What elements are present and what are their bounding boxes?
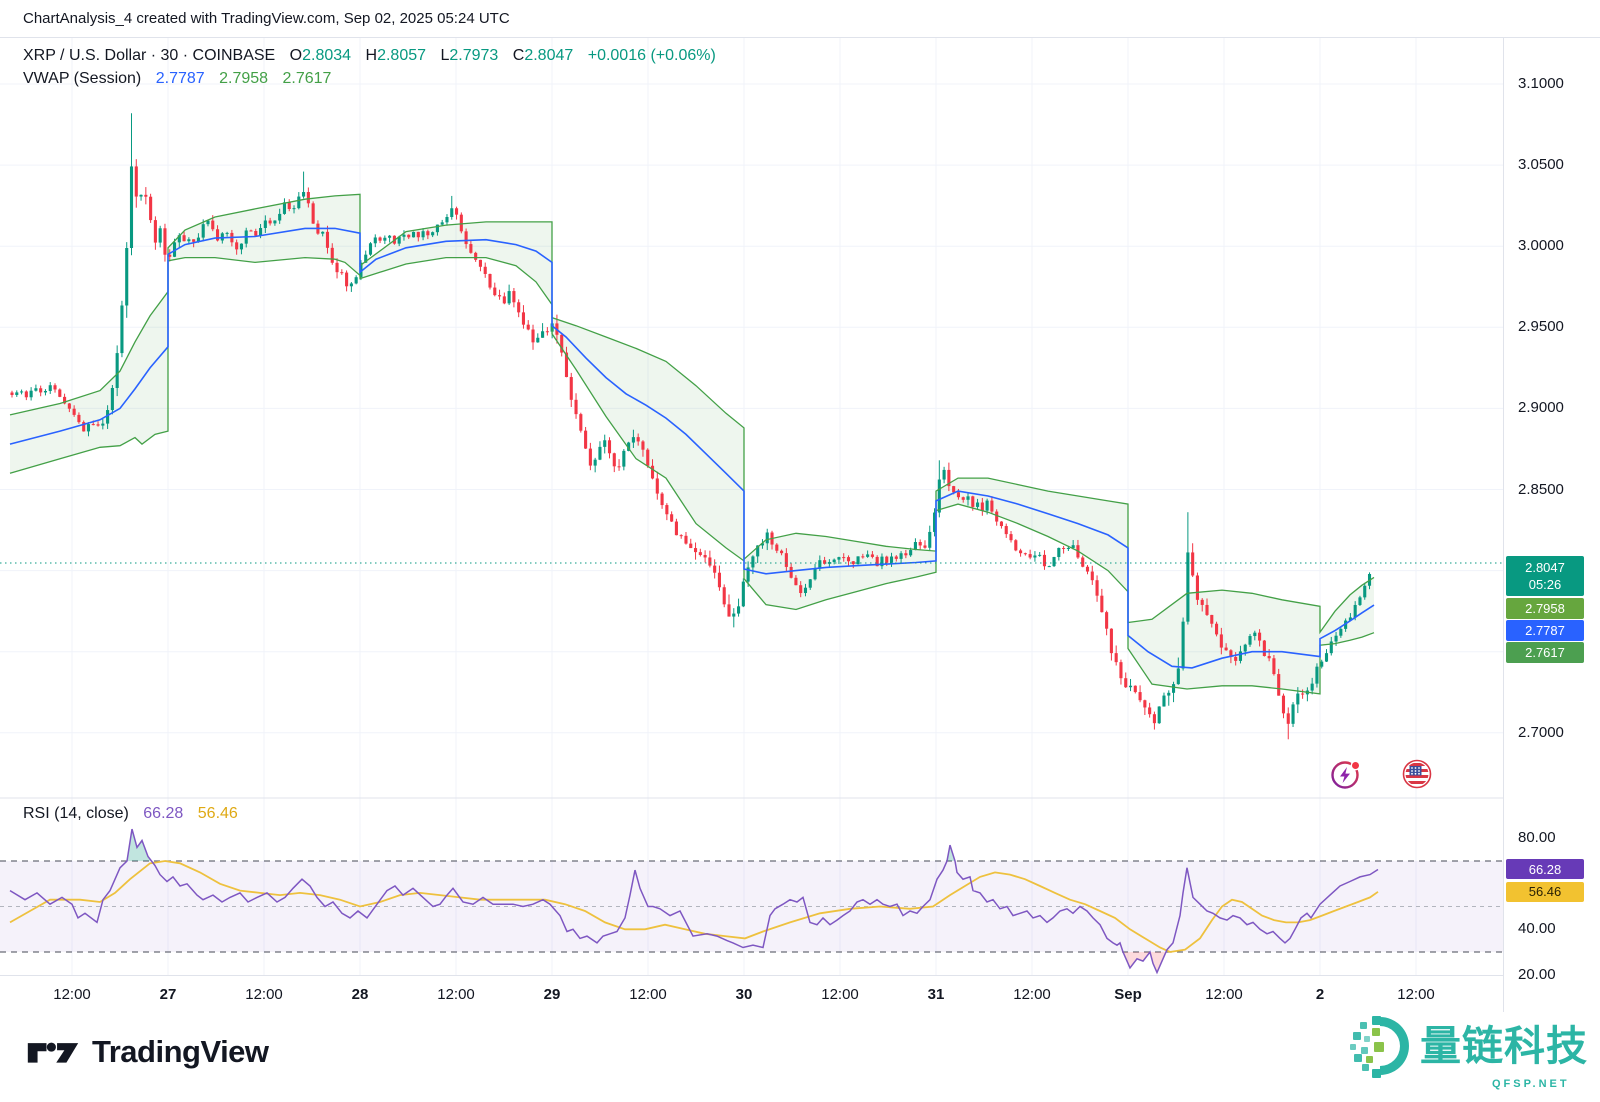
time-label-12:00: 12:00 — [245, 986, 283, 1003]
rsi-value: 66.28 — [143, 805, 184, 822]
time-label-12:00: 12:00 — [1013, 986, 1051, 1003]
watermark-url-text: QFSP.NET — [1492, 1078, 1570, 1090]
symbol-legend[interactable]: XRP / U.S. Dollar · 30 · COINBASE O2.803… — [23, 47, 716, 65]
time-label-12:00: 12:00 — [1205, 986, 1243, 1003]
notification-dot — [1350, 760, 1361, 771]
high-label: H — [365, 47, 378, 64]
close-label: C — [512, 47, 525, 64]
time-label-31: 31 — [927, 986, 945, 1003]
vwap-lower-value: 2.7617 — [282, 70, 332, 87]
time-label-29: 29 — [543, 986, 561, 1003]
symbol-title: XRP / U.S. Dollar · 30 · COINBASE — [23, 47, 276, 64]
low-label: L — [440, 47, 450, 64]
attribution-text: ChartAnalysis_4 created with TradingView… — [23, 10, 510, 27]
lightning-bolt-glyph — [1340, 767, 1350, 783]
watermark-logo: 量链科技 QFSP.NET — [1348, 1014, 1588, 1090]
time-label-12:00: 12:00 — [821, 986, 859, 1003]
open-label: O — [289, 47, 303, 64]
footer: TradingView — [0, 1012, 1600, 1102]
watermark-brand-text: 量链科技 — [1420, 1023, 1588, 1069]
lightning-events-icon[interactable] — [1329, 757, 1363, 791]
watermark-globe-icon — [1350, 1016, 1409, 1078]
tradingview-brand-name: TradingView — [92, 1034, 269, 1069]
rsi-legend[interactable]: RSI (14, close) 66.28 56.46 — [23, 805, 238, 823]
rsi-ma-value: 56.46 — [197, 805, 238, 822]
price-axis-divider — [1503, 38, 1504, 1012]
header-divider — [0, 37, 1600, 38]
time-label-12:00: 12:00 — [629, 986, 667, 1003]
open-value: 2.8034 — [302, 47, 352, 64]
low-value: 2.7973 — [449, 47, 499, 64]
time-label-12:00: 12:00 — [437, 986, 475, 1003]
vwap-label: VWAP (Session) — [23, 70, 142, 87]
change-value: +0.0016 (+0.06%) — [587, 47, 716, 64]
time-label-12:00: 12:00 — [1397, 986, 1435, 1003]
us-flag-economic-calendar-icon[interactable] — [1400, 757, 1434, 791]
chart-canvas[interactable] — [0, 0, 1600, 1012]
vwap-value: 2.7787 — [155, 70, 205, 87]
time-label-2: 2 — [1315, 986, 1325, 1003]
vwap-legend[interactable]: VWAP (Session) 2.7787 2.7958 2.7617 — [23, 70, 331, 88]
tradingview-logo-icon — [27, 1042, 79, 1063]
time-axis[interactable]: 12:00 27 12:00 28 12:00 29 12:00 30 12:00 31 12:00… — [0, 975, 1503, 1013]
time-label-30: 30 — [735, 986, 753, 1003]
rsi-label: RSI (14, close) — [23, 805, 129, 822]
time-label-Sep: Sep — [1114, 986, 1142, 1003]
time-label-27: 27 — [159, 986, 177, 1003]
high-value: 2.8057 — [377, 47, 427, 64]
close-value: 2.8047 — [524, 47, 574, 64]
tradingview-logo[interactable]: TradingView — [27, 1034, 269, 1070]
time-label-28: 28 — [351, 986, 369, 1003]
vwap-upper-value: 2.7958 — [219, 70, 269, 87]
time-label-12:00: 12:00 — [53, 986, 91, 1003]
